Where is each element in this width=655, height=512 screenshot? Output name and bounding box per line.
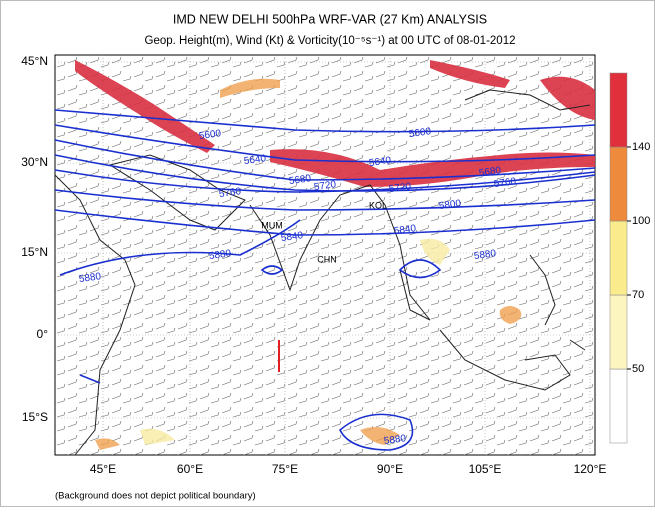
contour-label: 5840 xyxy=(393,223,417,237)
colorbar-swatch xyxy=(609,146,628,222)
contour-label: 5600 xyxy=(198,128,222,142)
contour-label: 5760 xyxy=(218,186,242,200)
lon-label: 105°E xyxy=(469,462,502,476)
contour-label: 5680 xyxy=(288,173,312,187)
title: IMD NEW DELHI 500hPa WRF-VAR (27 Km) ANA… xyxy=(173,12,487,26)
lon-label: 60°E xyxy=(177,462,203,476)
colorbar-swatch xyxy=(609,72,628,148)
colorbar-label: 70 xyxy=(632,289,644,301)
vorticity xyxy=(75,60,595,450)
colorbar-label: 100 xyxy=(632,215,650,227)
contour-label: 5600 xyxy=(408,126,432,140)
map xyxy=(54,54,596,456)
colorbar: 50 70 100 140 xyxy=(609,72,650,444)
contour-label: 5760 xyxy=(493,176,517,190)
station: KOL xyxy=(369,200,387,210)
contour-label: 5640 xyxy=(243,153,267,167)
lat-label: 45°N xyxy=(21,54,48,68)
colorbar-label: 140 xyxy=(632,141,650,153)
station: MUM xyxy=(261,220,283,230)
contour-label: 5720 xyxy=(313,179,337,193)
contour-label: 5880 xyxy=(473,248,497,262)
contour-label: 5680 xyxy=(478,165,502,179)
lon-label: 45°E xyxy=(90,462,116,476)
footnote: (Background does not depict political bo… xyxy=(55,491,256,502)
contour-label: 5880 xyxy=(78,271,102,285)
colorbar-label: 50 xyxy=(632,363,644,375)
contour-label: 5840 xyxy=(280,230,304,244)
contour-label: 5720 xyxy=(388,181,412,195)
colorbar-swatch xyxy=(609,220,628,296)
lon-label: 90°E xyxy=(377,462,403,476)
lat-label: 30°N xyxy=(21,155,48,169)
contours xyxy=(54,109,596,451)
lon-label: 120°E xyxy=(574,462,607,476)
colorbar-swatch xyxy=(609,294,628,370)
contour-label: 5800 xyxy=(438,198,462,212)
contour-label: 5880 xyxy=(208,248,232,262)
colorbar-swatch xyxy=(609,368,628,444)
contour-label: 5640 xyxy=(368,155,392,169)
lat-label: 15°S xyxy=(22,410,48,424)
lon-label: 75°E xyxy=(272,462,298,476)
subtitle: Geop. Height(m), Wind (Kt) & Vorticity(1… xyxy=(145,35,516,47)
station: CHN xyxy=(317,254,337,264)
contour-label: 5880 xyxy=(383,433,407,447)
lat-label: 0° xyxy=(37,327,49,341)
lat-label: 15°N xyxy=(21,245,48,259)
